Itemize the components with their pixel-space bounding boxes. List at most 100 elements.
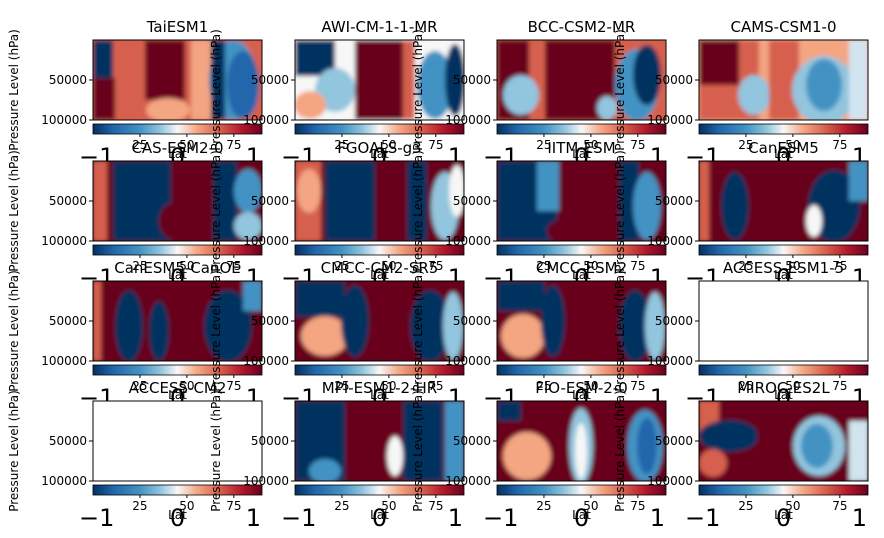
contour-region xyxy=(341,285,369,357)
contour-region xyxy=(597,96,617,120)
colorbar-tick-label: 75 xyxy=(832,499,847,513)
contour-region xyxy=(757,401,785,481)
y-tick-label: 100000 xyxy=(243,234,289,248)
contour-region xyxy=(115,290,143,361)
contour-region xyxy=(633,45,661,105)
colorbar-tick-label: 25 xyxy=(536,379,551,393)
colorbar-extent-label: 0 xyxy=(372,504,387,532)
panel-title: FGOALS-g3 xyxy=(337,139,421,157)
colorbar-tick-label: 75 xyxy=(832,379,847,393)
contour-region xyxy=(443,292,463,360)
panel-title: IITM-ESM xyxy=(547,139,615,157)
x-axis-label: Lat xyxy=(370,388,389,402)
contour-region xyxy=(301,316,349,356)
panel-title: CAMS-CSM1-0 xyxy=(730,18,836,36)
contour-region xyxy=(295,91,326,119)
colorbar-extent-label: −1 xyxy=(281,504,316,532)
panel-title: MIROC-ES2L xyxy=(737,379,830,397)
colorbar-tick-label: 50 xyxy=(583,499,598,513)
colorbar-tick-label: 25 xyxy=(536,499,551,513)
panel: IITM-ESM 50000 100000 Pressure Level (hPa) 2… xyxy=(411,139,667,292)
y-tick-label: 100000 xyxy=(243,113,289,127)
heatmap-field xyxy=(699,401,868,481)
heatmap-field xyxy=(295,40,464,120)
y-tick-label: 100000 xyxy=(445,234,491,248)
colorbar-tick-label: 50 xyxy=(179,499,194,513)
y-axis-label: Pressure Level (hPa) xyxy=(7,150,21,272)
panel: CMCC-ESM2 50000 100000 Pressure Level (hPa)… xyxy=(411,259,667,412)
panel-title: FIO-ESM-2-0 xyxy=(535,379,628,397)
y-tick-label: 50000 xyxy=(453,73,491,87)
colorbar xyxy=(496,364,667,376)
contour-region xyxy=(806,205,822,237)
colorbar-tick-label: 50 xyxy=(381,499,396,513)
contour-region xyxy=(637,418,657,474)
y-tick-label: 50000 xyxy=(49,314,87,328)
contour-region xyxy=(325,161,375,241)
y-tick-label: 50000 xyxy=(251,194,289,208)
panel: CAMS-CSM1-0 50000 100000 Pressure Level (hP… xyxy=(613,18,869,171)
contour-region xyxy=(211,40,225,120)
heatmap-field xyxy=(497,40,666,120)
plot-area xyxy=(699,281,868,361)
colorbar-tick-label: 75 xyxy=(630,499,645,513)
panel: FIO-ESM-2-0 50000 100000 Pressure Level (hP… xyxy=(411,379,667,532)
contour-region xyxy=(243,281,262,311)
contour-region xyxy=(445,44,464,116)
y-tick-label: 50000 xyxy=(655,314,693,328)
panel-title: TaiESM1 xyxy=(146,18,209,36)
colorbar xyxy=(698,364,869,376)
contour-region xyxy=(769,161,775,181)
panel-title: ACCESS-CM2 xyxy=(129,379,227,397)
contour-region xyxy=(699,449,727,477)
colorbar-tick-label: 50 xyxy=(785,379,800,393)
y-tick-label: 50000 xyxy=(453,434,491,448)
colorbar-tick-label: 50 xyxy=(179,138,194,152)
x-axis-label: Lat xyxy=(168,508,187,522)
y-axis-label: Pressure Level (hPa) xyxy=(411,390,425,512)
y-tick-label: 50000 xyxy=(655,434,693,448)
colorbar xyxy=(698,244,869,256)
contour-region xyxy=(575,423,587,479)
colorbar-tick-label: 25 xyxy=(738,259,753,273)
y-axis-label: Pressure Level (hPa) xyxy=(613,390,627,512)
y-axis-label: Pressure Level (hPa) xyxy=(209,150,223,272)
colorbar-tick-label: 50 xyxy=(381,138,396,152)
y-axis-label: Pressure Level (hPa) xyxy=(209,390,223,512)
y-tick-label: 50000 xyxy=(453,314,491,328)
heatmap-field xyxy=(497,281,666,361)
contour-region xyxy=(407,161,427,241)
x-axis-label: Lat xyxy=(168,147,187,161)
panel: MPI-ESM1-2-HR 50000 100000 Pressure Level (… xyxy=(209,379,465,532)
x-axis-label: Lat xyxy=(572,268,591,282)
colorbar-extent-label: 0 xyxy=(170,504,185,532)
y-axis-label: Pressure Level (hPa) xyxy=(411,270,425,392)
contour-region xyxy=(234,212,262,240)
colorbar-extent-label: 1 xyxy=(852,504,867,532)
contour-region xyxy=(503,432,551,480)
colorbar-tick-label: 75 xyxy=(428,379,443,393)
contour-region xyxy=(445,401,464,481)
contour-region xyxy=(699,40,739,85)
y-tick-label: 100000 xyxy=(243,354,289,368)
y-axis-label: Pressure Level (hPa) xyxy=(411,150,425,272)
contour-region xyxy=(541,285,565,357)
colorbar-tick-label: 25 xyxy=(334,499,349,513)
heatmap-field xyxy=(699,281,868,361)
panel: CAS-ESM2-0 50000 100000 Pressure Level (hPa… xyxy=(7,139,263,292)
contour-region xyxy=(159,203,187,239)
contour-region xyxy=(297,169,321,213)
x-axis-label: Lat xyxy=(774,508,793,522)
contour-region xyxy=(849,161,868,201)
x-axis-label: Lat xyxy=(370,147,389,161)
y-axis-label: Pressure Level (hPa) xyxy=(7,29,21,151)
panel-title: ACCESS-ESM1-5 xyxy=(723,259,844,277)
contour-region xyxy=(503,75,539,115)
x-axis-label: Lat xyxy=(572,508,591,522)
colorbar-extent-label: 0 xyxy=(574,504,589,532)
contour-region xyxy=(449,165,464,217)
contour-region xyxy=(295,281,345,317)
contour-region xyxy=(115,40,143,120)
colorbar xyxy=(496,244,667,256)
